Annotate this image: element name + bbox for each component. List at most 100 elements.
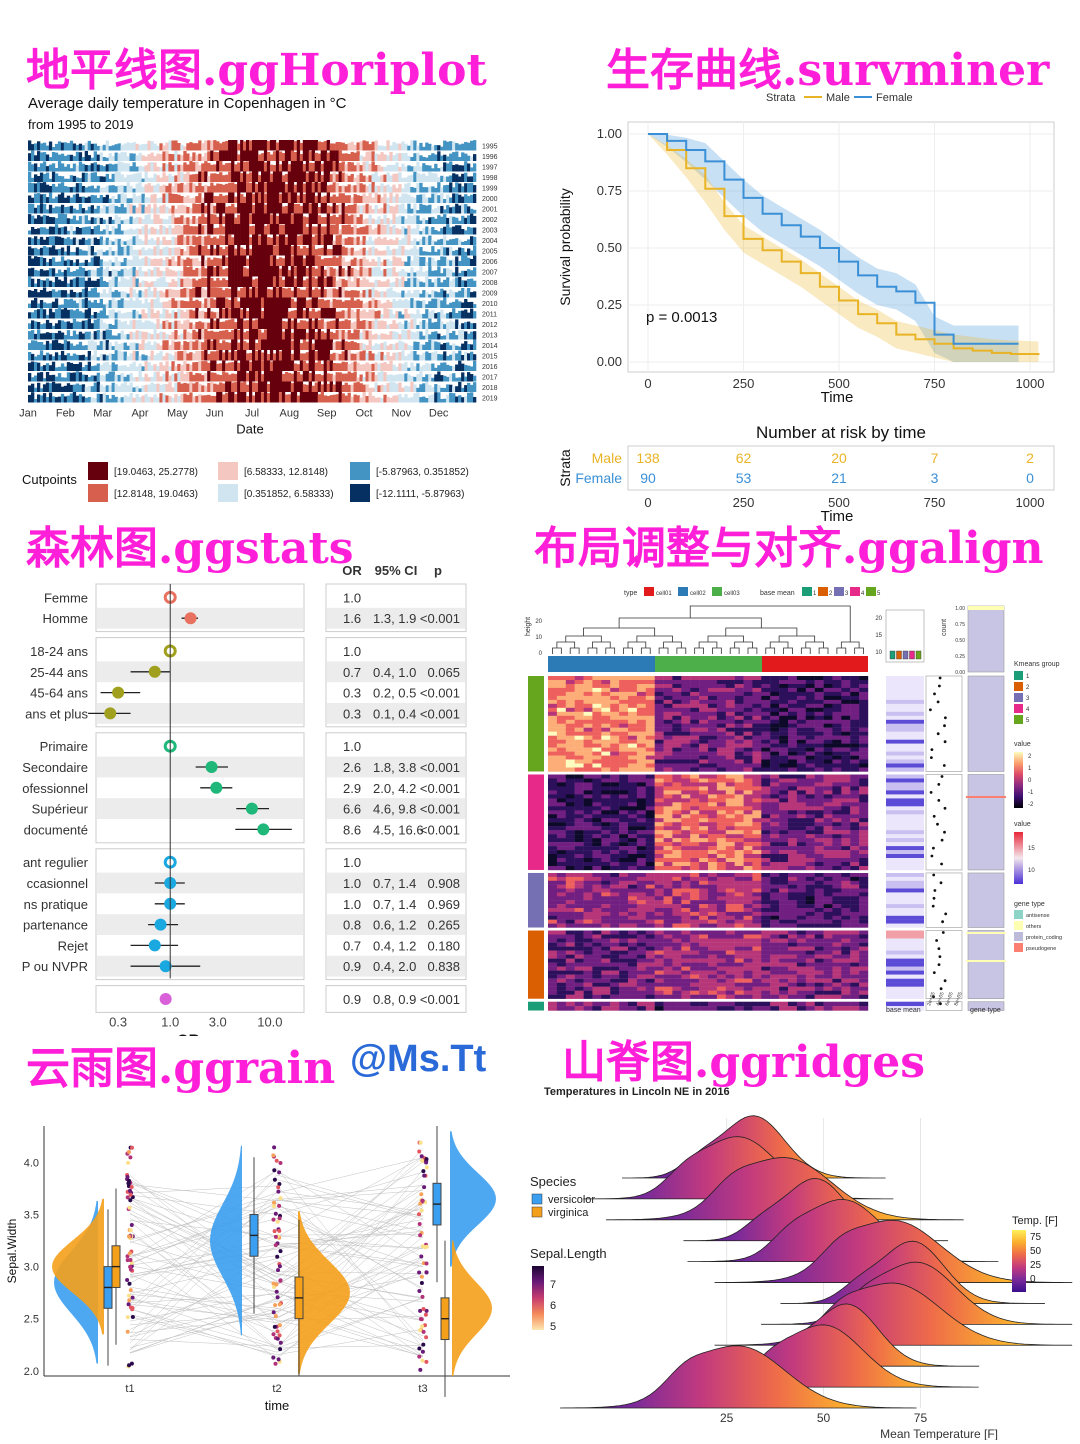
horizon-cell — [261, 224, 265, 235]
horizon-cell — [198, 140, 202, 151]
horizon-cell — [350, 362, 354, 371]
horizon-cell — [383, 185, 387, 193]
horizon-cell — [141, 366, 145, 371]
heat-cell — [770, 747, 780, 752]
horizon-cell — [434, 270, 438, 277]
heat-cell — [601, 684, 611, 689]
horizon-cell — [180, 234, 184, 245]
horizon-cell — [78, 196, 83, 203]
horizon-cell — [326, 171, 330, 182]
heat-cell — [779, 680, 789, 685]
horizon-cell — [216, 331, 220, 340]
horizon-cell — [368, 330, 372, 340]
horizon-cell — [284, 245, 289, 256]
horizon-cell — [266, 141, 271, 151]
horizon-cell — [144, 250, 148, 256]
heat-cell — [841, 727, 851, 732]
horizon-cell — [383, 214, 387, 224]
horizon-cell — [365, 345, 369, 350]
horizon-cell — [129, 372, 133, 382]
horizon-cell — [278, 151, 283, 161]
heat-cell — [814, 691, 824, 697]
horizon-cell — [263, 308, 268, 319]
horizon-cell — [198, 268, 202, 277]
horizon-cell — [195, 236, 199, 245]
horizon-cell — [171, 213, 175, 224]
horizon-cell — [383, 225, 387, 235]
horizon-cell — [225, 308, 229, 319]
horizon-cell — [117, 291, 121, 298]
horizon-cell — [278, 140, 283, 151]
heat-cell — [716, 695, 726, 701]
horizon-cell — [371, 334, 375, 340]
horizon-cell — [320, 375, 324, 382]
horizon-cell — [144, 256, 148, 266]
heat-cell — [796, 755, 806, 760]
horizon-cell — [473, 375, 477, 382]
horizon-cell — [287, 350, 292, 361]
heat-cell — [592, 755, 602, 760]
or-point — [245, 802, 258, 815]
horizon-cell — [258, 266, 262, 277]
horizon-cell — [192, 374, 196, 382]
horizon-cell — [114, 374, 118, 382]
horizon-cell — [407, 225, 411, 235]
ci-value: 0.4, 1.2 — [373, 938, 416, 953]
horizon-cell — [66, 341, 71, 350]
horizon-cell — [329, 184, 333, 193]
horizon-cell — [126, 245, 130, 256]
horizon-cell — [314, 339, 318, 350]
horizon-cell — [42, 152, 47, 161]
horizon-cell — [28, 161, 32, 172]
horizon-cell — [362, 303, 366, 308]
horizon-cell — [272, 213, 277, 224]
horizon-cell — [255, 224, 259, 235]
horizon-cell — [48, 322, 53, 329]
horizon-cell — [461, 310, 465, 319]
horizon-cell — [467, 196, 471, 203]
horizon-cell — [126, 269, 130, 277]
horizon-cell — [437, 249, 441, 256]
dendro-branch — [689, 605, 851, 642]
horizon-cell — [362, 247, 366, 256]
horizon-cell — [51, 340, 56, 350]
horizon-cell — [168, 282, 172, 287]
x-tick: 500 — [828, 376, 850, 391]
horizon-cell — [302, 339, 307, 350]
horizon-cell — [207, 353, 211, 361]
horizon-cell — [320, 175, 324, 182]
horizon-cell — [443, 387, 447, 392]
horizon-cell — [39, 372, 44, 382]
horizon-cell — [93, 226, 97, 235]
horizon-cell — [302, 392, 307, 403]
horizon-cell — [234, 140, 238, 151]
horizon-cell — [147, 282, 151, 287]
horizon-cell — [374, 238, 378, 245]
horizon-cell — [467, 257, 471, 266]
horizon-cell — [386, 218, 390, 224]
horizon-cell — [63, 355, 68, 361]
horizon-cell — [183, 205, 187, 214]
dendro-branch — [707, 635, 744, 642]
horizon-cell — [416, 341, 420, 350]
horizon-cell — [99, 266, 103, 277]
horizon-cell — [126, 156, 130, 161]
horizon-cell — [281, 153, 286, 161]
horizon-cell — [365, 225, 369, 235]
horizon-cell — [45, 172, 50, 182]
horizon-cell — [287, 287, 292, 298]
ci-value: 0.1, 0.4 — [373, 706, 416, 721]
horizon-cell — [231, 266, 235, 277]
heat-cell — [556, 676, 566, 681]
horizon-cell — [249, 308, 253, 319]
horizon-cell — [57, 366, 62, 371]
horizon-cell — [123, 143, 127, 151]
heat-cell — [850, 743, 860, 748]
horizon-cell — [141, 303, 145, 308]
horizon-cell — [195, 280, 199, 287]
horizon-cell — [252, 339, 256, 350]
horizon-cell — [96, 393, 100, 403]
heat-cell — [610, 739, 620, 744]
horizon-cell — [117, 333, 121, 340]
horizon-cell — [45, 319, 50, 329]
